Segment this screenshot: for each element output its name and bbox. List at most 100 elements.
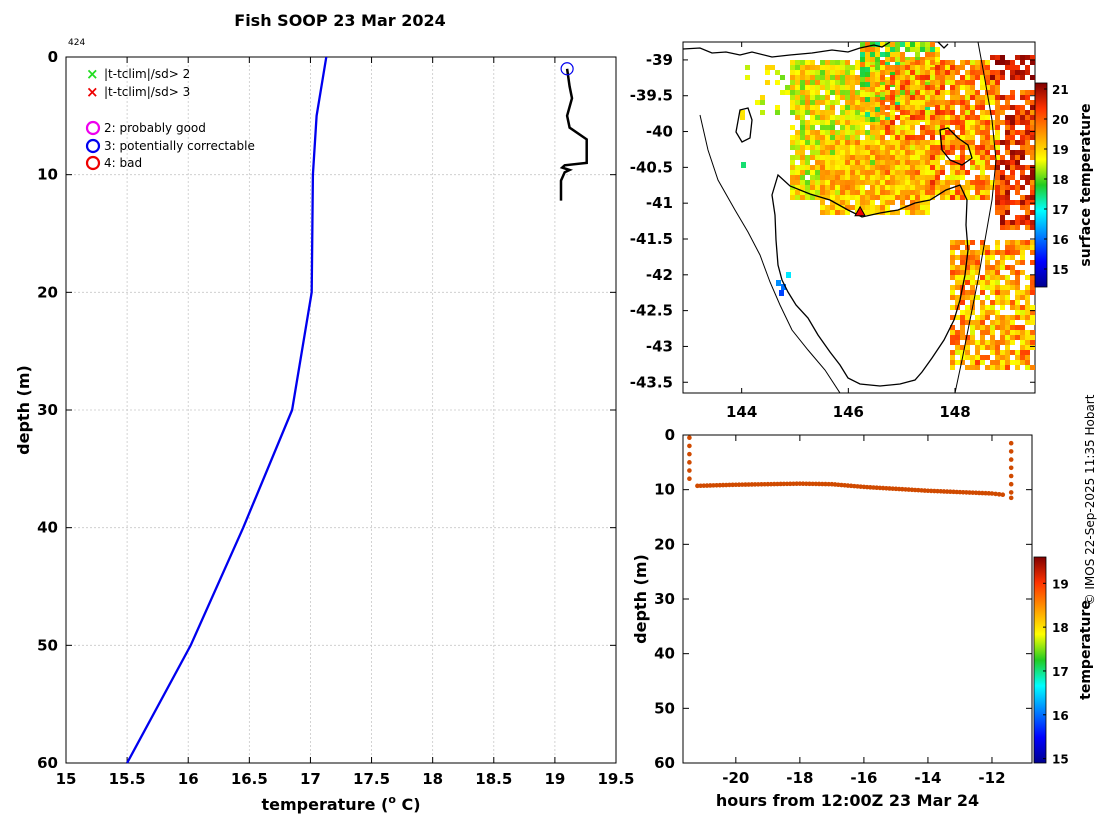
sst-cell <box>980 305 985 310</box>
sst-cell <box>1030 190 1035 195</box>
sst-cell <box>910 62 915 67</box>
sst-cell <box>800 120 805 125</box>
sst-cell <box>800 155 805 160</box>
sst-cell <box>895 125 900 130</box>
sst-cell <box>880 170 885 175</box>
sst-cell <box>1025 245 1030 250</box>
sst-cell <box>875 52 880 57</box>
data-point <box>739 482 745 487</box>
sst-cell <box>980 80 985 85</box>
x-tick-label: -18 <box>786 769 813 787</box>
sst-cell <box>970 185 975 190</box>
sst-cell <box>1015 300 1020 305</box>
sst-cell <box>820 155 825 160</box>
watermark: © IMOS 22-Sep-2025 11:35 Hobart <box>1083 394 1097 605</box>
sst-cell <box>975 120 980 125</box>
sst-cell <box>840 175 845 180</box>
sst-cell <box>890 110 895 115</box>
y-tick-label: 30 <box>654 590 675 608</box>
sst-cell <box>915 42 920 47</box>
data-point <box>720 482 726 488</box>
sst-cell <box>865 175 870 180</box>
sst-cell <box>1025 330 1030 335</box>
sst-cell <box>935 160 940 165</box>
sst-cell <box>890 155 895 160</box>
sst-cell <box>900 105 905 110</box>
sst-cell <box>910 175 915 180</box>
sst-cell <box>855 180 860 185</box>
sst-cell <box>875 145 880 150</box>
sst-cell <box>855 205 860 210</box>
sst-cell <box>915 145 920 150</box>
sst-cell <box>1025 200 1030 205</box>
sst-cell <box>820 80 825 85</box>
sst-cell <box>960 175 965 180</box>
sst-cell <box>845 110 850 115</box>
sst-cell <box>955 155 960 160</box>
sst-cell <box>875 90 880 95</box>
sst-cell <box>1005 65 1010 70</box>
sst-cell <box>950 150 955 155</box>
x-tick-label: 18 <box>422 770 443 788</box>
sst-cell <box>840 190 845 195</box>
sst-cell <box>835 60 840 65</box>
sst-cell <box>790 135 795 140</box>
sst-cell <box>965 190 970 195</box>
sst-cell <box>980 355 985 360</box>
surface-temperature-map: 144 146 148-39-39.5-40-40.5-41-41.5-42-42.… <box>630 41 1036 421</box>
sst-cell <box>885 120 890 125</box>
sst-cell <box>965 320 970 325</box>
sst-cell <box>845 115 850 120</box>
sst-cell <box>800 175 805 180</box>
sst-cell <box>965 95 970 100</box>
sst-cell <box>1010 150 1015 155</box>
sst-cell <box>830 115 835 120</box>
sst-cell <box>985 340 990 345</box>
x-tick-label: 17 <box>300 770 321 788</box>
sst-cell <box>995 300 1000 305</box>
sst-cell <box>900 145 905 150</box>
sst-cell <box>930 70 935 75</box>
sst-cell <box>790 90 795 95</box>
sst-cell <box>1000 335 1005 340</box>
sst-cell <box>835 75 840 80</box>
sst-cell <box>970 240 975 245</box>
sst-cell <box>875 107 880 112</box>
sst-cell <box>860 150 865 155</box>
sst-cell <box>890 125 895 130</box>
sst-cell <box>870 210 875 215</box>
sst-cell <box>985 140 990 145</box>
sst-cell <box>1000 255 1005 260</box>
sst-cell <box>845 75 850 80</box>
sst-cell <box>800 110 805 115</box>
sst-cell <box>860 117 865 122</box>
sst-cell <box>800 75 805 80</box>
sst-cell <box>1000 220 1005 225</box>
sst-cell <box>825 85 830 90</box>
sst-cell <box>940 90 945 95</box>
sst-cell <box>800 90 805 95</box>
sst-cell <box>1030 195 1035 200</box>
sst-cell <box>1020 130 1025 135</box>
sst-cell <box>915 175 920 180</box>
sst-cell <box>880 85 885 90</box>
sst-cell <box>1030 225 1035 230</box>
sst-cell <box>925 120 930 125</box>
sst-cell <box>980 345 985 350</box>
data-point <box>687 451 692 457</box>
sst-cell <box>810 70 815 75</box>
sst-cell <box>835 70 840 75</box>
sst-cell <box>990 285 995 290</box>
sst-cell <box>820 150 825 155</box>
sst-cell <box>930 80 935 85</box>
sst-cell <box>995 205 1000 210</box>
sst-cell <box>1020 170 1025 175</box>
sst-cell <box>860 180 865 185</box>
sst-cell <box>920 170 925 175</box>
sst-cell <box>905 75 910 80</box>
sst-cell <box>910 185 915 190</box>
sst-cell <box>825 70 830 75</box>
sst-cell <box>905 110 910 115</box>
sst-cell <box>880 175 885 180</box>
sst-cell <box>1030 110 1035 115</box>
